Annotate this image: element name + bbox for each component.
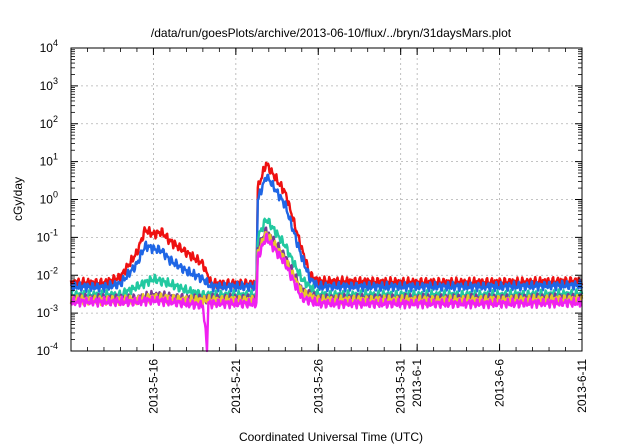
y-tick-label: 10-4 <box>37 341 58 358</box>
y-tick-label: 10-3 <box>37 303 58 320</box>
x-tick-label: 2013-5-16 <box>146 359 160 414</box>
y-tick-exponent: -3 <box>50 303 58 313</box>
series-line <box>69 161 584 290</box>
series-line <box>70 226 584 305</box>
series-group <box>69 161 584 353</box>
y-tick-exponent: 3 <box>53 76 58 86</box>
x-tick-label: 2013-6-1 <box>410 359 424 407</box>
series-line <box>69 232 583 353</box>
x-axis-ticks: 2013-5-16 2013-5-21 2013-5-26 2013-5-31 2013… <box>87 48 589 414</box>
x-axis-label: Coordinated Universal Time (UTC) <box>239 430 423 444</box>
y-tick-exponent: -1 <box>50 227 58 237</box>
x-tick-label: 2013-5-31 <box>394 359 408 414</box>
x-tick-label: 2013-6-11 <box>575 359 589 413</box>
y-tick-label: 104 <box>40 38 58 55</box>
y-tick-exponent: -4 <box>50 341 58 351</box>
y-tick-label: 101 <box>40 152 58 169</box>
y-tick-exponent: -2 <box>50 265 58 275</box>
y-axis-label: cGy/day <box>11 177 25 221</box>
series-line <box>69 173 584 294</box>
x-tick-label: 2013-5-21 <box>229 359 243 414</box>
y-tick-label: 10-1 <box>37 227 58 244</box>
y-tick-label: 100 <box>40 190 58 207</box>
x-tick-label: 2013-5-26 <box>311 359 325 414</box>
y-tick-exponent: 2 <box>53 114 58 124</box>
y-tick-label: 103 <box>40 76 58 93</box>
chart-title: /data/run/goesPlots/archive/2013-06-10/f… <box>151 26 512 40</box>
y-tick-exponent: 0 <box>53 190 58 200</box>
y-tick-exponent: 4 <box>53 38 58 48</box>
y-tick-exponent: 1 <box>53 152 58 162</box>
y-tick-label: 10-2 <box>37 265 58 282</box>
x-tick-label: 2013-6-6 <box>493 359 507 407</box>
y-tick-label: 102 <box>40 114 58 131</box>
